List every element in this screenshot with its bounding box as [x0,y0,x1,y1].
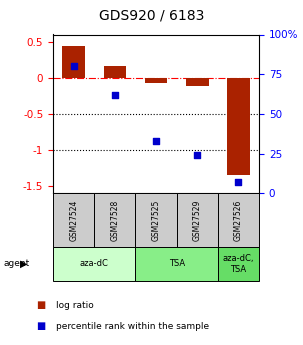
Text: aza-dC,
TSA: aza-dC, TSA [223,254,254,274]
Text: percentile rank within the sample: percentile rank within the sample [56,322,209,331]
Text: GSM27525: GSM27525 [152,199,161,240]
Bar [104,66,126,78]
Text: ■: ■ [36,300,46,310]
Point [71,63,76,69]
Text: GSM27526: GSM27526 [234,199,243,240]
Bar [62,46,85,78]
Text: TSA: TSA [168,259,185,268]
Point [195,152,200,158]
Text: GSM27529: GSM27529 [193,199,202,240]
Text: log ratio: log ratio [56,301,94,310]
Text: agent: agent [3,259,29,268]
Point [112,92,117,98]
Point [236,179,241,185]
Text: GDS920 / 6183: GDS920 / 6183 [99,9,204,22]
Text: GSM27528: GSM27528 [110,199,119,240]
Bar [145,78,167,83]
Bar [186,78,208,87]
Text: ▶: ▶ [20,259,27,269]
Text: aza-dC: aza-dC [80,259,109,268]
Text: GSM27524: GSM27524 [69,199,78,240]
Point [154,138,158,144]
Bar [227,78,250,175]
Text: ■: ■ [36,321,46,331]
